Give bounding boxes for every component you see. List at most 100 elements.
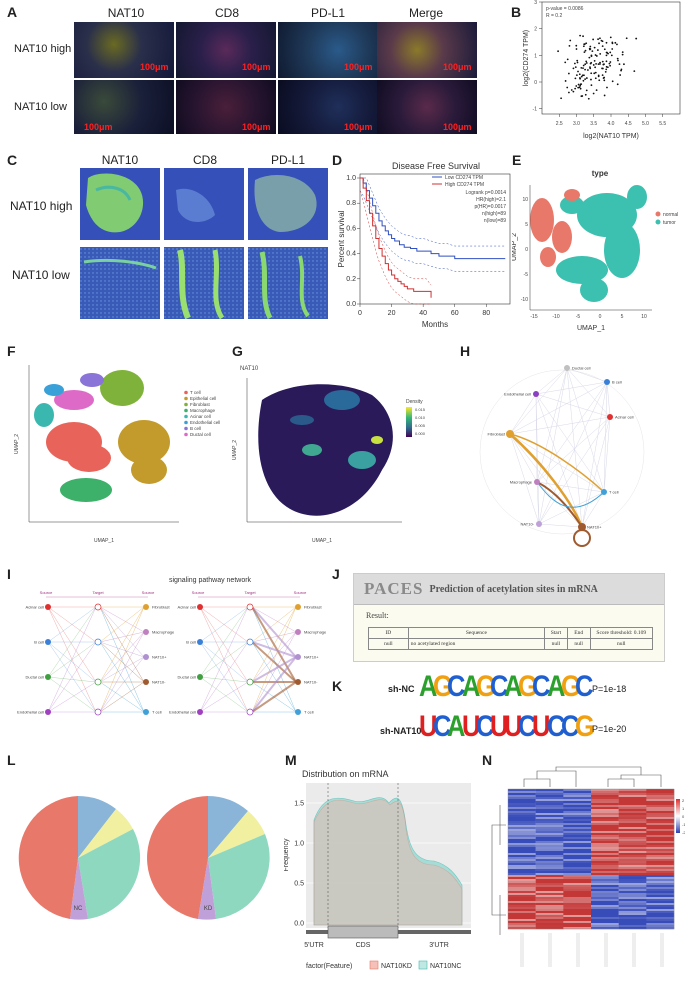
hierarchy-node-label: T cell [152,710,162,715]
scale-bar-label: 100μm [344,62,373,72]
network-node-label: NAT10+ [587,525,602,530]
scatter-point [609,51,612,54]
panel-a-tile-high-pdl1 [278,22,378,78]
scatter-point [577,86,580,89]
scatter-point [582,79,585,82]
table-header-row: ID Sequence Start End Score threshold: 0… [368,627,653,639]
hierarchy-right: Source Target Source Acinar cell B cell Ducta… [169,590,327,716]
scatter-point [583,51,586,54]
legend-item: Endothelial cell [190,420,220,425]
table-cell: null [589,638,653,650]
scatter-point [584,93,587,96]
panel-a-tile-low-merge [377,80,477,134]
legend-normal: normal [663,212,678,218]
table-header: Score threshold: 0.109 [589,627,653,639]
scatter-point [616,57,619,60]
density-colorbar [406,407,412,437]
confidence-band [359,190,506,272]
scatter-point [635,37,638,40]
confidence-band [359,190,432,305]
y-tick-label: 1 [534,53,537,59]
scatter-point [595,89,598,91]
scatter-point [575,44,578,47]
colorbar-label: 0 [682,814,685,819]
legend-item: B cell [190,426,201,431]
scatter-point [621,51,624,54]
scatter-point [580,75,583,78]
legend-item: 0.015 [415,407,426,412]
legend-item: 0.010 [415,415,426,420]
cell-clusters [34,370,170,502]
network-node-label: Acinar cell [615,415,634,420]
scatter-point [577,83,580,86]
y-tick-label: 0.5 [294,881,304,888]
x-axis-label: log2(NAT10 TPM) [583,133,639,140]
confidence-band [360,177,506,247]
c-tile-high-cd8 [164,168,244,240]
c-tile-low-nat10 [80,247,160,319]
heatmap-colorbar [676,799,680,833]
panel-label-d: D [332,152,343,168]
scale-bar-label: 100μm [242,122,271,132]
x-tick-label: -10 [552,314,559,320]
scatter-point [594,71,597,74]
confidence-band [360,177,432,286]
source-header: Source [192,590,205,595]
scatter-point [599,61,601,64]
x-tick-label: 4.0 [608,121,615,127]
column-labels [520,933,664,967]
scatter-point [605,54,608,57]
panel-label-a: A [7,4,18,20]
hierarchy-node-label: Endothelial cell [17,710,44,715]
scatter-point [609,61,612,63]
scatter-point [570,89,573,91]
network-node [601,489,607,495]
hierarchy-node-label: B cell [186,640,196,645]
scatter-point [633,70,636,72]
panel-a-tile-low-cd8 [176,80,276,134]
panel-label-h: H [460,343,471,359]
y-tick-label: -10 [521,297,528,303]
panel-h-network: Ductal cell B cell Acinar cell T cell NAT10+… [479,365,645,547]
scatter-point [609,64,612,67]
panel-c-tiles [80,168,328,320]
motif-letter: U [489,710,509,743]
scatter-point [611,48,614,50]
motif-letter: G [574,710,595,743]
scatter-point [598,42,600,45]
scatter-point [588,48,591,51]
y-axis-label: UMAP_2 [14,434,20,454]
scatter-point [602,63,605,66]
hierarchy-node-label: Acinar cell [178,605,197,610]
scatter-point [579,34,582,37]
y-tick-label: 0 [525,247,528,253]
hierarchy-node-label: NAT10+ [152,655,167,660]
scatter-point [585,62,588,64]
motif-letter: G [560,670,581,703]
network-node-label: Endothelial cell [504,392,531,397]
hierarchy-node-label: Endothelial cell [169,710,196,715]
y-tick-label: -5 [524,272,529,278]
scatter-point [599,53,602,55]
x-tick-label: 2.5 [556,121,563,127]
source-header: Source [294,590,307,595]
x-tick-label: 3.0 [573,121,580,127]
scatter-point [587,97,590,100]
scatter-point [625,37,628,40]
scatter-point [602,67,604,70]
scatter-point [578,73,581,76]
panel-a-col-nat10: NAT10 [107,6,145,20]
motif-letter: G [475,670,496,703]
plot-frame [541,1,681,115]
x-tick-label: 20 [388,310,396,317]
scatter-point [566,58,569,61]
hierarchy-node-label: NAT10- [304,680,318,685]
scatter-point [582,45,585,48]
chart-title: signaling pathway network [169,577,252,584]
y-tick-label: 3 [534,0,537,6]
scatter-point [587,69,589,71]
legend-item: 0.005 [415,423,426,428]
